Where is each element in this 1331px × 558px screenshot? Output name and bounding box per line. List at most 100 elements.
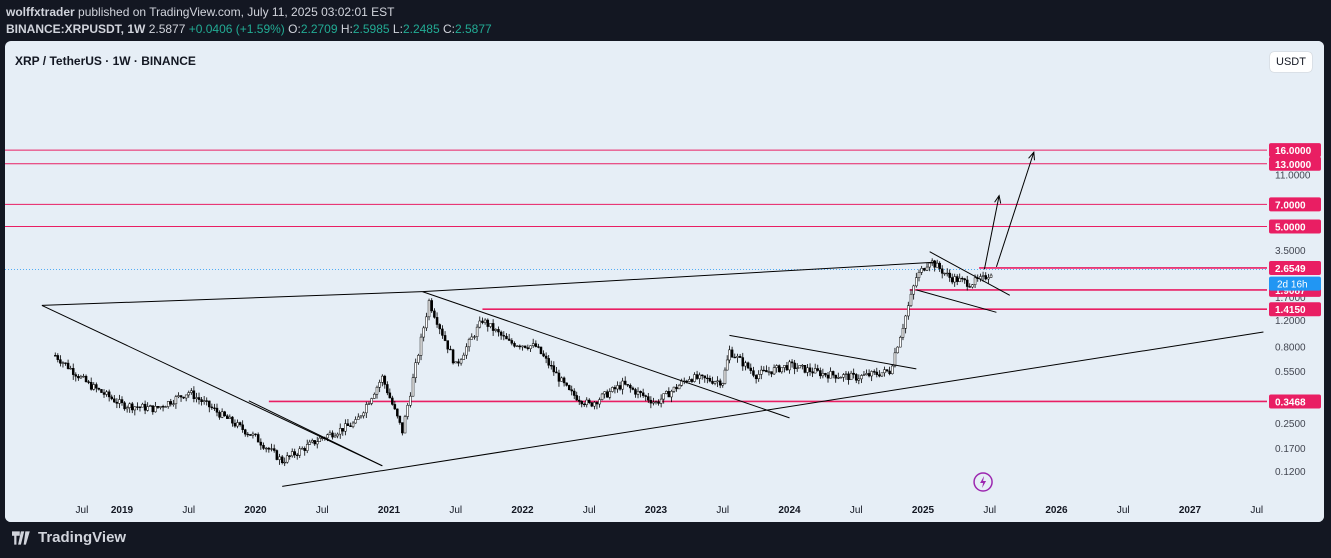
candle: [659, 398, 663, 404]
tradingview-brand[interactable]: TradingView: [12, 529, 126, 546]
candle: [146, 406, 149, 411]
candle: [616, 385, 619, 390]
candle: [507, 338, 511, 341]
candle: [125, 407, 129, 410]
candle: [909, 293, 913, 306]
candle: [393, 404, 397, 410]
candle: [515, 345, 519, 347]
candle: [955, 276, 959, 282]
candle: [280, 456, 284, 463]
candle: [741, 357, 745, 367]
candle: [275, 450, 279, 460]
level-label-box: [1269, 143, 1321, 158]
currency-button[interactable]: USDT: [1270, 52, 1312, 72]
candle: [341, 428, 345, 432]
candle: [765, 370, 768, 373]
price-chart[interactable]: 11.0000 3.5000 1.7000 1.2000 0.8000 0.5500 0.2…: [5, 41, 1324, 522]
candle: [888, 370, 891, 375]
candle: [115, 401, 119, 404]
candle: [161, 406, 165, 408]
candle: [725, 359, 729, 371]
candle: [367, 403, 371, 405]
author-name[interactable]: wolffxtrader: [6, 5, 75, 19]
candle: [113, 398, 116, 403]
candle: [89, 382, 93, 390]
candle: [749, 367, 753, 371]
candle: [865, 373, 868, 376]
open-label: O:: [288, 22, 301, 36]
candle: [738, 355, 742, 358]
candle: [56, 355, 60, 360]
candle: [71, 368, 75, 375]
candle: [365, 404, 368, 414]
candle: [860, 375, 863, 380]
publish-line: wolffxtrader published on TradingView.co…: [6, 5, 394, 19]
candle: [965, 279, 969, 287]
candle: [984, 275, 987, 280]
candle: [172, 403, 175, 405]
candle: [907, 305, 910, 317]
symbol-label: BINANCE:XRPUSDT, 1W: [6, 22, 146, 36]
candle: [920, 268, 923, 273]
candle: [159, 406, 162, 408]
candle: [621, 380, 624, 390]
candle: [259, 441, 263, 446]
candle: [723, 369, 727, 384]
candle: [82, 375, 85, 378]
candle: [762, 369, 766, 372]
candle: [703, 375, 707, 379]
candle: [603, 391, 606, 395]
candle: [208, 400, 211, 408]
candle: [600, 393, 604, 400]
low-value: 2.2485: [402, 22, 440, 36]
candle: [837, 377, 840, 379]
candle: [430, 300, 433, 312]
candle: [891, 365, 894, 375]
candle: [446, 340, 449, 350]
candle: [102, 392, 106, 395]
candle: [878, 374, 881, 377]
candle: [649, 399, 653, 404]
candle: [831, 371, 835, 376]
lightning-icon[interactable]: [973, 472, 993, 492]
candle: [935, 262, 939, 268]
candle: [953, 276, 956, 283]
candle: [326, 434, 329, 439]
candle: [465, 346, 468, 356]
x-tick-label: Jul: [983, 505, 996, 516]
candle: [636, 390, 640, 395]
trendline: [929, 251, 1011, 296]
candle: [598, 399, 601, 405]
candle: [228, 416, 232, 419]
x-tick-label: 2022: [511, 505, 534, 516]
candle: [552, 365, 556, 373]
x-tick-label: 2020: [244, 505, 267, 516]
candle: [547, 358, 550, 366]
candle: [443, 335, 447, 341]
candle: [824, 373, 827, 376]
chart-panel[interactable]: 11.0000 3.5000 1.7000 1.2000 0.8000 0.5500 0.2…: [5, 41, 1324, 522]
candle: [826, 374, 830, 379]
x-tick-label: Jul: [583, 505, 596, 516]
candle: [795, 367, 799, 370]
brand-text: TradingView: [38, 529, 127, 546]
candle: [107, 391, 111, 398]
candle: [305, 444, 309, 451]
candle: [613, 387, 617, 390]
candle: [706, 377, 709, 380]
candle: [875, 371, 879, 375]
candle: [577, 399, 581, 402]
candle: [788, 361, 791, 371]
candle: [917, 272, 921, 278]
candle: [315, 441, 319, 445]
candle: [213, 407, 216, 409]
candle: [243, 429, 247, 435]
candle: [110, 396, 113, 400]
candle: [618, 385, 622, 390]
candle: [987, 277, 990, 280]
projection-arrow: [995, 152, 1035, 268]
level-label-box: [1269, 156, 1321, 171]
candle: [406, 405, 409, 417]
y-tick-label: 0.2500: [1275, 419, 1306, 430]
candle: [847, 373, 850, 381]
